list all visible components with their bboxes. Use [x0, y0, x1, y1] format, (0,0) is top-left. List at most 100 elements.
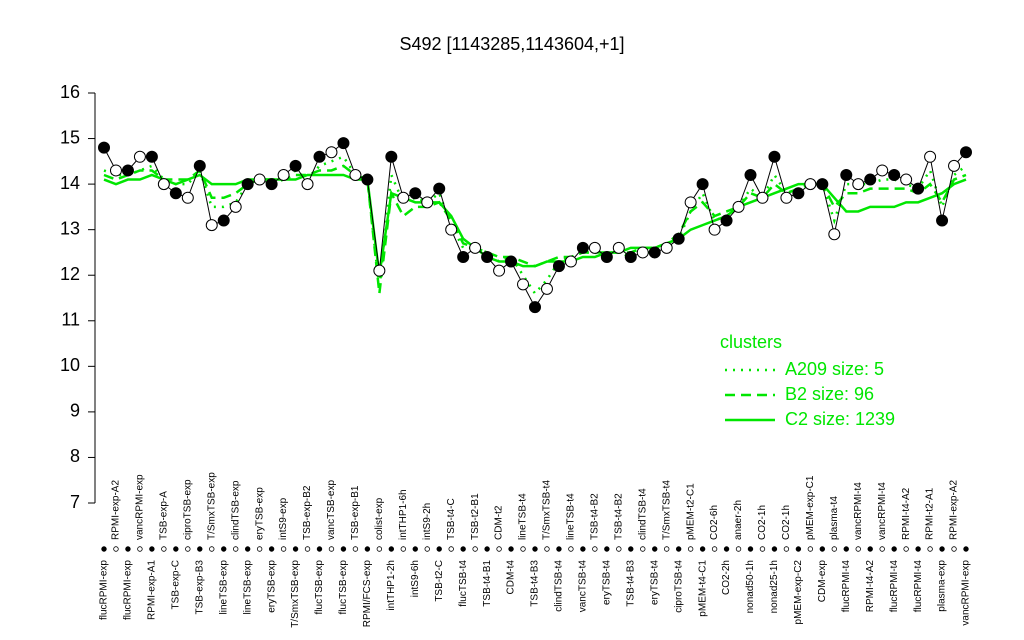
x-tick-label: RPMI-t4-A2 [901, 487, 912, 540]
y-tick-label: 13 [60, 218, 80, 238]
rug-dot [867, 546, 873, 552]
x-tick-label: vancRPMI-t4 [853, 482, 864, 540]
rug-dot [580, 546, 586, 552]
rug-dot [412, 546, 418, 552]
rug-dot [520, 546, 526, 552]
rug-dot [496, 546, 502, 552]
chart-title: S492 [1143285,1143604,+1] [399, 34, 624, 54]
x-tick-label: clindTSB-t4 [554, 560, 565, 612]
x-tick-label: CO2-1h [757, 505, 768, 540]
data-point [289, 159, 302, 172]
rug-dot [592, 546, 598, 552]
data-point [517, 278, 530, 291]
x-tick-label: TSB-t2-C [434, 560, 445, 602]
data-point [109, 164, 122, 177]
legend-title: clusters [720, 332, 782, 352]
x-tick-label: T/SmxTSB-t4 [661, 480, 672, 540]
rug-dot [951, 546, 957, 552]
x-tick-label: intS9-exp [278, 497, 289, 540]
rug-dot [340, 546, 347, 552]
data-point [888, 169, 901, 181]
rug-dot [544, 546, 550, 552]
rug-dot [232, 546, 239, 552]
x-tick-label: pMEM-exp-C2 [793, 560, 804, 625]
rug-dot [687, 546, 694, 552]
x-tick-label: vancRPMI-t4 [877, 482, 888, 540]
data-point [648, 246, 661, 259]
x-tick-label: ciproTSB-exp [182, 479, 193, 540]
data-point [457, 251, 470, 263]
x-tick-label: TSB-t4-C [446, 498, 457, 540]
rug-dot [137, 546, 143, 552]
rug-dot [616, 546, 622, 552]
data-point [181, 191, 194, 204]
x-tick-label: RPMI-exp-A2 [111, 480, 122, 540]
x-tick-label: CO2-1h [781, 505, 792, 540]
data-point [924, 150, 937, 163]
data-point [672, 232, 685, 245]
rug-dot [640, 546, 646, 552]
x-tick-label: CO2-2h [721, 560, 732, 595]
data-point [349, 169, 362, 181]
x-tick-label: pMEM-t2-C1 [685, 483, 696, 540]
rug-dot [460, 546, 466, 552]
data-point [708, 223, 721, 236]
rug-dot [963, 546, 969, 552]
x-tick-label: CDM-t2 [494, 505, 505, 540]
x-tick-label: nonad25-1h [769, 560, 780, 613]
data-point [576, 241, 589, 254]
rug-dot [376, 546, 383, 552]
x-tick-label: TSB-t2-B1 [470, 493, 481, 540]
data-point [768, 150, 781, 163]
rug-dot [927, 546, 933, 552]
x-tick-label: anaer-2h [733, 500, 744, 540]
x-tick-label: RPMI-t2-A1 [925, 487, 936, 540]
rug-dot [711, 546, 718, 552]
rug-dot [747, 546, 754, 552]
data-point [313, 150, 326, 163]
x-tick-label: T/SmxTSB-exp [290, 560, 301, 628]
y-tick-label: 15 [60, 127, 80, 147]
rug-dot [316, 546, 323, 552]
rug-dot [197, 546, 203, 552]
rug-dot [448, 546, 454, 552]
x-tick-label: RPMI-exp-A2 [949, 480, 960, 540]
x-tick-label: intS9-2h [422, 503, 433, 540]
legend-label: A209 size: 5 [785, 359, 884, 379]
data-point [780, 191, 793, 204]
data-point [792, 187, 805, 200]
rug-dot [556, 546, 562, 552]
data-point [265, 178, 278, 191]
rug-dot [113, 546, 119, 552]
data-point [912, 182, 925, 195]
data-point [145, 150, 158, 163]
rug-dot [604, 546, 610, 552]
x-tick-label: pMEM-exp-C1 [805, 475, 816, 540]
data-point [169, 187, 182, 200]
rug-dot [101, 546, 107, 552]
x-tick-label: flucRPMI-exp [123, 560, 134, 620]
rug-dot [795, 546, 802, 552]
rug-dot [364, 546, 371, 552]
data-point [409, 187, 422, 200]
data-point [98, 141, 110, 154]
rug-dot [652, 546, 658, 552]
y-tick-label: 8 [70, 446, 80, 466]
rug-dot [161, 546, 167, 552]
x-tick-label: plasma-exp [937, 560, 948, 612]
data-point [373, 264, 386, 277]
rug-dot [915, 546, 921, 552]
y-tick-label: 9 [70, 401, 80, 421]
x-tick-label: clindTSB-exp [230, 480, 241, 540]
rug-dot [328, 546, 335, 552]
rug-dot [400, 546, 407, 552]
x-tick-label: lineTSB-t4 [518, 493, 529, 540]
rug-dot [783, 546, 790, 552]
legend-label: C2 size: 1239 [785, 409, 895, 429]
data-point [960, 146, 972, 159]
data-point [816, 178, 829, 191]
rug-dot [125, 546, 131, 552]
rug-dot [280, 546, 287, 552]
rug-dot [735, 546, 742, 552]
